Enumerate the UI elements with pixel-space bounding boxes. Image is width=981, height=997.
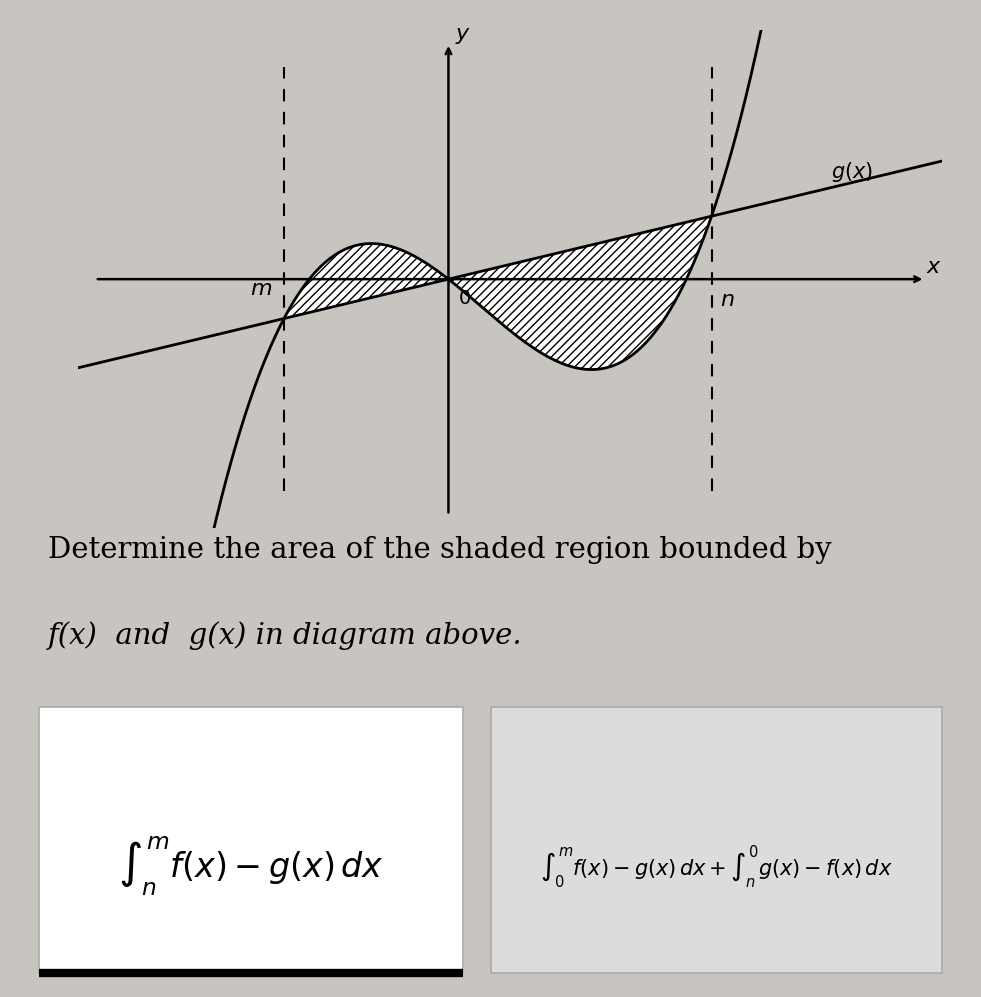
Text: f(x)  and  g(x) in diagram above.: f(x) and g(x) in diagram above.: [48, 621, 523, 650]
Text: $\int_{n}^{m} f(x)-g(x)\,dx$: $\int_{n}^{m} f(x)-g(x)\,dx$: [118, 834, 384, 898]
FancyBboxPatch shape: [490, 707, 943, 973]
Text: Determine the area of the shaded region bounded by: Determine the area of the shaded region …: [48, 536, 832, 564]
Text: $n$: $n$: [720, 289, 735, 311]
Text: $g(x)$: $g(x)$: [831, 161, 873, 184]
FancyBboxPatch shape: [38, 707, 463, 973]
Text: $x$: $x$: [925, 257, 942, 277]
Text: $\int_{0}^{m} f(x)-g(x)\,dx+\int_{n}^{0} g(x)-f(x)\,dx$: $\int_{0}^{m} f(x)-g(x)\,dx+\int_{n}^{0}…: [541, 842, 893, 889]
Text: $y$: $y$: [455, 27, 471, 47]
Text: $m$: $m$: [249, 278, 272, 300]
Text: $0$: $0$: [458, 289, 471, 308]
